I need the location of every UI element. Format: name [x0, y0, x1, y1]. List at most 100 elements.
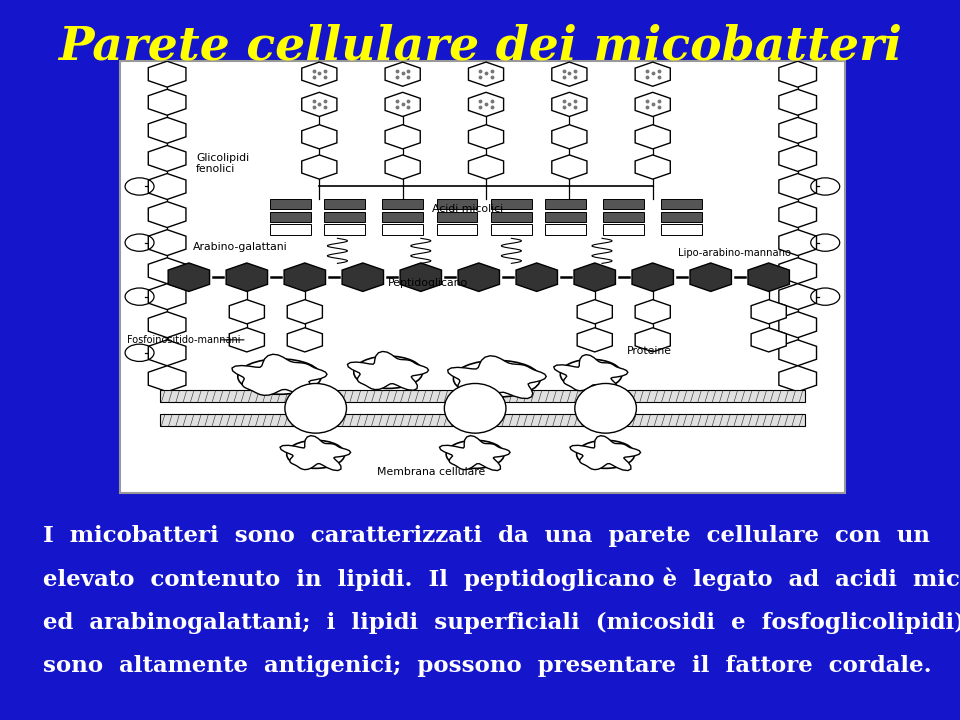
Ellipse shape	[353, 356, 422, 388]
Text: Membrana cellulare: Membrana cellulare	[377, 467, 486, 477]
Bar	[270, 212, 311, 222]
Polygon shape	[636, 92, 670, 117]
Bar	[604, 199, 644, 209]
Text: Fosfoinositido-mannani: Fosfoinositido-mannani	[128, 335, 241, 345]
Text: Parete cellulare dei micobatteri: Parete cellulare dei micobatteri	[58, 24, 902, 70]
Polygon shape	[779, 258, 817, 284]
Text: I  micobatteri  sono  caratterizzati  da  una  parete  cellulare  con  un: I micobatteri sono caratterizzati da una…	[43, 526, 930, 547]
Bar	[604, 225, 644, 235]
Ellipse shape	[285, 384, 347, 433]
Bar	[492, 225, 532, 235]
Text: Lipo-arabino-mannano: Lipo-arabino-mannano	[678, 248, 791, 258]
Polygon shape	[779, 61, 817, 87]
Bar	[492, 199, 532, 209]
Polygon shape	[227, 263, 268, 292]
Polygon shape	[779, 174, 817, 199]
Polygon shape	[570, 436, 640, 471]
Polygon shape	[468, 62, 504, 86]
Bar	[120, 61, 845, 493]
Text: sono  altamente  antigenici;  possono  presentare  il  fattore  cordale.: sono altamente antigenici; possono prese…	[43, 655, 932, 677]
Polygon shape	[148, 284, 186, 310]
Text: ed  arabinogalattani;  i  lipidi  superficiali  (micosidi  e  fosfoglicolipidi): ed arabinogalattani; i lipidi superficia…	[43, 612, 960, 634]
Bar	[545, 212, 586, 222]
Polygon shape	[301, 92, 337, 117]
Bar	[545, 199, 586, 209]
Polygon shape	[229, 300, 264, 324]
Polygon shape	[301, 125, 337, 149]
Polygon shape	[229, 328, 264, 352]
Polygon shape	[779, 366, 817, 392]
Bar	[492, 212, 532, 222]
Polygon shape	[385, 62, 420, 86]
Polygon shape	[148, 258, 186, 284]
Bar	[270, 225, 311, 235]
Polygon shape	[552, 92, 587, 117]
Polygon shape	[468, 155, 504, 179]
Polygon shape	[636, 62, 670, 86]
Text: Glicolipidi
fenolici: Glicolipidi fenolici	[196, 153, 250, 174]
Bar	[160, 390, 804, 402]
Bar	[382, 212, 423, 222]
Polygon shape	[636, 328, 670, 352]
Bar	[437, 225, 477, 235]
Text: Arabino-galattani: Arabino-galattani	[192, 242, 287, 252]
Text: Peptidoglicano: Peptidoglicano	[388, 278, 468, 288]
Polygon shape	[287, 328, 323, 352]
Ellipse shape	[453, 360, 540, 397]
Bar	[604, 212, 644, 222]
Bar	[160, 414, 804, 426]
Polygon shape	[168, 263, 209, 292]
Polygon shape	[458, 263, 499, 292]
Polygon shape	[636, 125, 670, 149]
Polygon shape	[751, 328, 786, 352]
Polygon shape	[632, 263, 674, 292]
Ellipse shape	[446, 440, 504, 469]
Polygon shape	[284, 263, 325, 292]
Polygon shape	[148, 202, 186, 228]
Polygon shape	[301, 155, 337, 179]
Ellipse shape	[577, 440, 635, 469]
Bar	[661, 225, 702, 235]
Bar	[661, 199, 702, 209]
Polygon shape	[148, 145, 186, 171]
Bar	[324, 199, 365, 209]
Polygon shape	[148, 312, 186, 338]
Polygon shape	[779, 202, 817, 228]
Polygon shape	[148, 117, 186, 143]
Bar	[437, 212, 477, 222]
Polygon shape	[287, 300, 323, 324]
Ellipse shape	[287, 440, 345, 469]
Bar	[545, 225, 586, 235]
Text: Proteine: Proteine	[627, 346, 672, 356]
Polygon shape	[232, 354, 327, 396]
Polygon shape	[779, 145, 817, 171]
Polygon shape	[342, 263, 384, 292]
Polygon shape	[552, 155, 587, 179]
Polygon shape	[779, 89, 817, 115]
Polygon shape	[779, 340, 817, 366]
Polygon shape	[385, 155, 420, 179]
Polygon shape	[636, 155, 670, 179]
Polygon shape	[516, 263, 558, 292]
Polygon shape	[468, 92, 504, 117]
Text: elevato  contenuto  in  lipidi.  Il  peptidoglicano è  legato  ad  acidi  micoli: elevato contenuto in lipidi. Il peptidog…	[43, 568, 960, 591]
Polygon shape	[751, 300, 786, 324]
Bar	[324, 225, 365, 235]
Bar	[382, 225, 423, 235]
Ellipse shape	[561, 359, 622, 390]
Polygon shape	[148, 366, 186, 392]
Polygon shape	[552, 125, 587, 149]
Bar	[270, 199, 311, 209]
Ellipse shape	[575, 384, 636, 433]
Text: Acidi micolici: Acidi micolici	[432, 204, 503, 214]
Ellipse shape	[444, 384, 506, 433]
Bar	[437, 199, 477, 209]
Polygon shape	[779, 284, 817, 310]
Polygon shape	[348, 351, 428, 390]
Polygon shape	[148, 230, 186, 256]
Polygon shape	[385, 125, 420, 149]
Polygon shape	[574, 263, 615, 292]
Polygon shape	[779, 230, 817, 256]
Polygon shape	[148, 174, 186, 199]
Polygon shape	[468, 125, 504, 149]
